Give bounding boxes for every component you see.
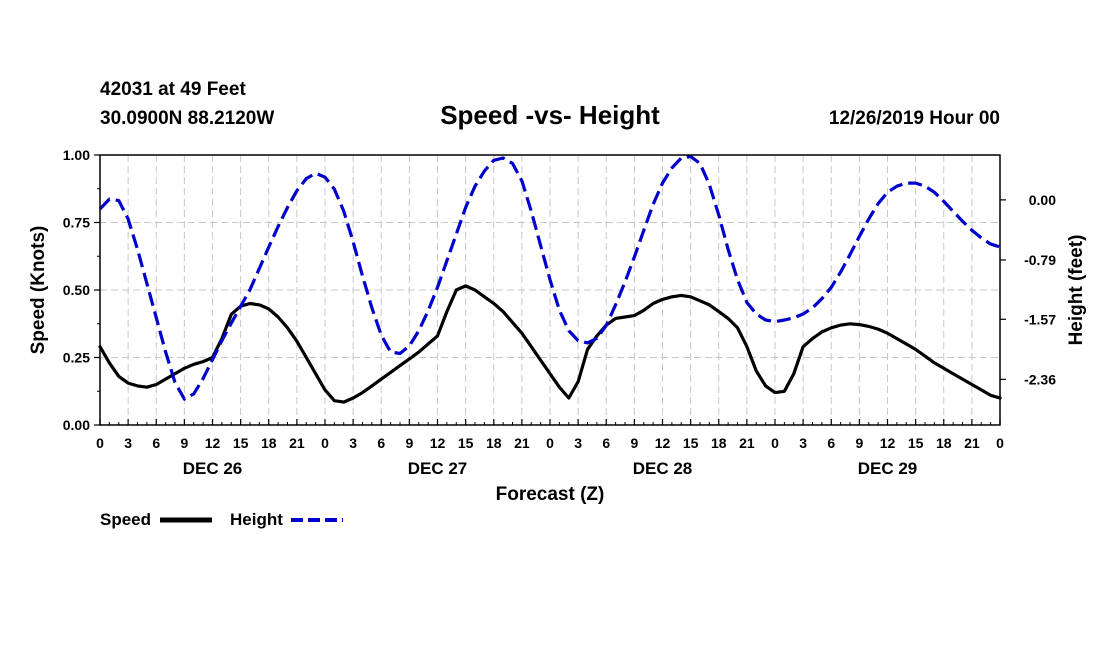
x-tick-label: 3 <box>799 435 807 451</box>
y-axis-right-title: Height (feet) <box>1066 235 1087 346</box>
x-tick-label: 0 <box>546 435 554 451</box>
y-left-tick-label: 0.75 <box>63 215 90 231</box>
y-right-tick-label: -2.36 <box>1024 371 1056 387</box>
coords-label: 30.0900N 88.2120W <box>100 108 274 129</box>
legend: Speed Height <box>100 510 343 529</box>
x-tick-label: 6 <box>602 435 610 451</box>
x-axis-title: Forecast (Z) <box>496 484 605 505</box>
axis-ticks: 0 3 6 9 12 15 18 21 0 3 6 9 12 15 18 21 0 3 6 9 12 15 18 21 0 3 6 9… <box>63 147 1056 478</box>
x-tick-label: 3 <box>574 435 582 451</box>
day-label: DEC 29 <box>858 459 918 478</box>
legend-label-speed: Speed <box>100 510 151 529</box>
x-tick-label: 3 <box>124 435 132 451</box>
y-axis-left-title: Speed (Knots) <box>28 226 49 355</box>
x-tick-label: 3 <box>349 435 357 451</box>
day-label: DEC 27 <box>408 459 468 478</box>
x-tick-label: 15 <box>683 435 699 451</box>
y-right-tick-label: -1.57 <box>1024 311 1056 327</box>
data-series <box>98 154 1002 404</box>
x-tick-label: 18 <box>486 435 502 451</box>
x-tick-label: 9 <box>180 435 188 451</box>
x-tick-label: 0 <box>996 435 1004 451</box>
day-label: DEC 26 <box>183 459 243 478</box>
x-tick-label: 12 <box>430 435 446 451</box>
y-right-tick-label: 0.00 <box>1029 192 1056 208</box>
x-tick-label: 21 <box>289 435 305 451</box>
day-label: DEC 28 <box>633 459 693 478</box>
x-tick-label: 18 <box>936 435 952 451</box>
grid-lines <box>100 155 1000 425</box>
y-left-tick-label: 0.50 <box>63 282 90 298</box>
x-tick-label: 6 <box>152 435 160 451</box>
plot-frame <box>99 154 1001 426</box>
x-tick-label: 9 <box>630 435 638 451</box>
x-tick-label: 15 <box>458 435 474 451</box>
x-tick-label: 9 <box>405 435 413 451</box>
x-tick-label: 9 <box>855 435 863 451</box>
x-tick-label: 12 <box>655 435 671 451</box>
series-line-height <box>98 154 1001 401</box>
x-tick-label: 21 <box>964 435 980 451</box>
chart-title: Speed -vs- Height <box>440 100 660 130</box>
x-tick-label: 12 <box>205 435 221 451</box>
x-tick-label: 15 <box>233 435 249 451</box>
y-left-tick-label: 0.25 <box>63 350 90 366</box>
x-tick-label: 21 <box>514 435 530 451</box>
x-tick-label: 21 <box>739 435 755 451</box>
y-left-tick-label: 0.00 <box>63 417 90 433</box>
x-tick-label: 12 <box>880 435 896 451</box>
y-right-tick-label: -0.79 <box>1024 252 1056 268</box>
x-tick-label: 0 <box>771 435 779 451</box>
y-left-tick-label: 1.00 <box>63 147 90 163</box>
x-tick-label: 15 <box>908 435 924 451</box>
x-tick-label: 0 <box>96 435 104 451</box>
x-tick-label: 6 <box>827 435 835 451</box>
station-label: 42031 at 49 Feet <box>100 79 246 100</box>
series-line-speed <box>98 284 1002 404</box>
legend-label-height: Height <box>230 510 283 529</box>
x-tick-label: 18 <box>711 435 727 451</box>
datetime-label: 12/26/2019 Hour 00 <box>829 108 1000 129</box>
x-tick-label: 18 <box>261 435 277 451</box>
x-tick-label: 6 <box>377 435 385 451</box>
x-tick-label: 0 <box>321 435 329 451</box>
